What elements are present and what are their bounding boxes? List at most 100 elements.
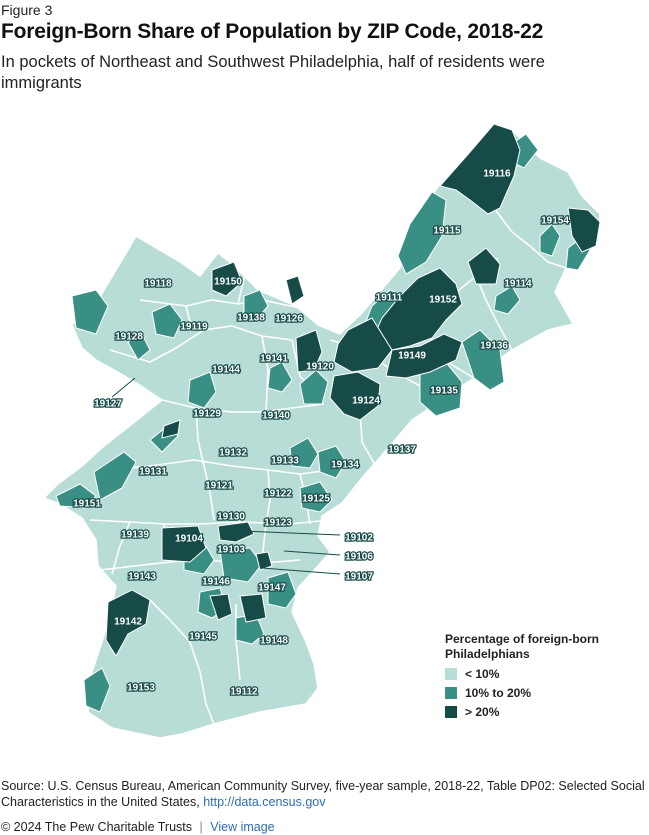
zip-label-19104: 19104 xyxy=(174,532,205,545)
zip-label-19150: 19150 xyxy=(213,275,244,288)
zip-label-text: 19103 xyxy=(217,545,245,556)
legend-label-mid: 10% to 20% xyxy=(465,686,532,700)
zip-label-19115: 19115 xyxy=(432,224,462,237)
zip-label-19124: 19124 xyxy=(351,394,382,407)
zip-label-19107: 19107 xyxy=(344,570,375,583)
zip-label-text: 19125 xyxy=(302,494,330,505)
footer-separator: | xyxy=(199,820,203,834)
zip-label-19146: 19146 xyxy=(201,575,232,588)
zip-label-text: 19143 xyxy=(128,572,156,583)
zip-label-19145: 19145 xyxy=(188,630,219,643)
source-link[interactable]: http://data.census.gov xyxy=(203,795,326,809)
view-image-link[interactable]: View image xyxy=(210,820,275,834)
zip-label-text: 19133 xyxy=(271,456,299,467)
zip-label-19125: 19125 xyxy=(301,492,332,505)
zip-label-19102: 19102 xyxy=(344,531,375,544)
zip-label-19122: 19122 xyxy=(263,487,294,500)
zip-label-text: 19119 xyxy=(180,322,208,333)
zip-label-text: 19140 xyxy=(262,411,290,422)
zip-label-text: 19131 xyxy=(139,467,167,478)
zip-label-19112: 19112 xyxy=(229,685,259,698)
zip-label-19147: 19147 xyxy=(257,581,288,594)
legend-item-low: < 10% xyxy=(445,667,635,681)
zip-label-text: 19152 xyxy=(429,295,457,306)
zip-label-text: 19111 xyxy=(376,293,403,304)
zip-label-text: 19127 xyxy=(94,399,122,410)
zip-label-text: 19126 xyxy=(275,314,303,325)
zip-label-19120: 19120 xyxy=(305,360,336,373)
zip-label-19128: 19128 xyxy=(114,330,145,343)
zip-label-layer: 19116 19154 19115 19114 19118 19150 19111 19152… xyxy=(72,167,571,698)
zip-label-text: 19106 xyxy=(345,552,373,563)
zip-label-19132: 19132 xyxy=(218,446,249,459)
zip-label-text: 19107 xyxy=(345,572,373,583)
zip-label-text: 19142 xyxy=(114,617,142,628)
zip-label-19154: 19154 xyxy=(540,214,571,227)
map-title: Foreign-Born Share of Population by ZIP … xyxy=(1,20,544,43)
zip-label-text: 19102 xyxy=(345,533,373,544)
zip-label-text: 19132 xyxy=(219,448,247,459)
zip-label-19142: 19142 xyxy=(113,615,144,628)
zip-label-text: 19137 xyxy=(388,445,416,456)
map-subtitle: In pockets of Northeast and Southwest Ph… xyxy=(1,53,545,92)
zip-label-19118: 19118 xyxy=(143,277,173,290)
city-outline xyxy=(42,123,601,739)
zip-label-19114: 19114 xyxy=(503,277,533,290)
zip-label-text: 19139 xyxy=(121,530,149,541)
zip-label-19133: 19133 xyxy=(270,454,301,467)
zip-label-text: 19124 xyxy=(352,396,380,407)
zip-label-text: 19129 xyxy=(193,409,221,420)
leader-lines xyxy=(111,377,341,575)
source-note: Source: U.S. Census Bureau, American Com… xyxy=(1,778,647,810)
legend-item-mid: 10% to 20% xyxy=(445,686,635,700)
zip-label-text: 19116 xyxy=(483,169,511,180)
zip-label-19111: 19111 xyxy=(374,291,404,304)
zip-label-19153: 19153 xyxy=(126,681,157,694)
zip-label-19130: 19130 xyxy=(216,510,247,523)
zip-label-19137: 19137 xyxy=(387,443,418,456)
zip-label-19127: 19127 xyxy=(93,397,124,410)
zip-label-text: 19121 xyxy=(205,481,233,492)
zip-label-text: 19138 xyxy=(237,313,265,324)
zip-label-19152: 19152 xyxy=(428,293,459,306)
zip-label-19135: 19135 xyxy=(429,384,460,397)
zip-label-19144: 19144 xyxy=(211,363,242,376)
figure-label: Figure 3 xyxy=(1,2,53,18)
zip-label-19141: 19141 xyxy=(259,352,290,365)
zip-label-19143: 19143 xyxy=(127,570,158,583)
zip-label-19138: 19138 xyxy=(236,311,267,324)
zip-label-text: 19134 xyxy=(331,460,359,471)
zip-label-text: 19130 xyxy=(217,512,245,523)
zip-label-19139: 19139 xyxy=(120,528,151,541)
zip-label-text: 19118 xyxy=(144,279,172,290)
zip-label-text: 19112 xyxy=(230,687,258,698)
legend-swatch-low xyxy=(445,668,457,680)
legend-item-high: > 20% xyxy=(445,705,635,719)
zip-label-19140: 19140 xyxy=(261,409,292,422)
zip-label-text: 19151 xyxy=(73,499,101,510)
legend-swatch-high xyxy=(445,706,457,718)
zip-label-text: 19128 xyxy=(115,332,143,343)
zip-label-19126: 19126 xyxy=(274,312,305,325)
philadelphia-zip-map: 19116 19154 19115 19114 19118 19150 19111 19152… xyxy=(42,123,601,739)
zip-areas-over-20 xyxy=(105,123,601,657)
zip-label-text: 19136 xyxy=(480,341,508,352)
legend-label-high: > 20% xyxy=(465,705,500,719)
zip-label-19131: 19131 xyxy=(138,465,169,478)
legend-swatch-mid xyxy=(445,687,457,699)
zip-label-19121: 19121 xyxy=(204,479,235,492)
zip-label-text: 19144 xyxy=(212,365,240,376)
zip-label-text: 19123 xyxy=(264,518,292,529)
zip-label-19103: 19103 xyxy=(216,543,247,556)
zip-label-text: 19145 xyxy=(189,632,217,643)
copyright-text: © 2024 The Pew Charitable Trusts xyxy=(1,820,193,834)
legend-title: Percentage of foreign-born Philadelphian… xyxy=(445,632,600,661)
map-legend: Percentage of foreign-born Philadelphian… xyxy=(445,632,635,719)
zip-label-text: 19115 xyxy=(433,226,461,237)
zip-label-19148: 19148 xyxy=(259,634,290,647)
zip-label-text: 19148 xyxy=(260,636,288,647)
zip-label-19119: 19119 xyxy=(179,320,209,333)
legend-label-low: < 10% xyxy=(465,667,500,681)
zip-label-text: 19153 xyxy=(127,683,155,694)
zip-label-19149: 19149 xyxy=(397,349,428,362)
